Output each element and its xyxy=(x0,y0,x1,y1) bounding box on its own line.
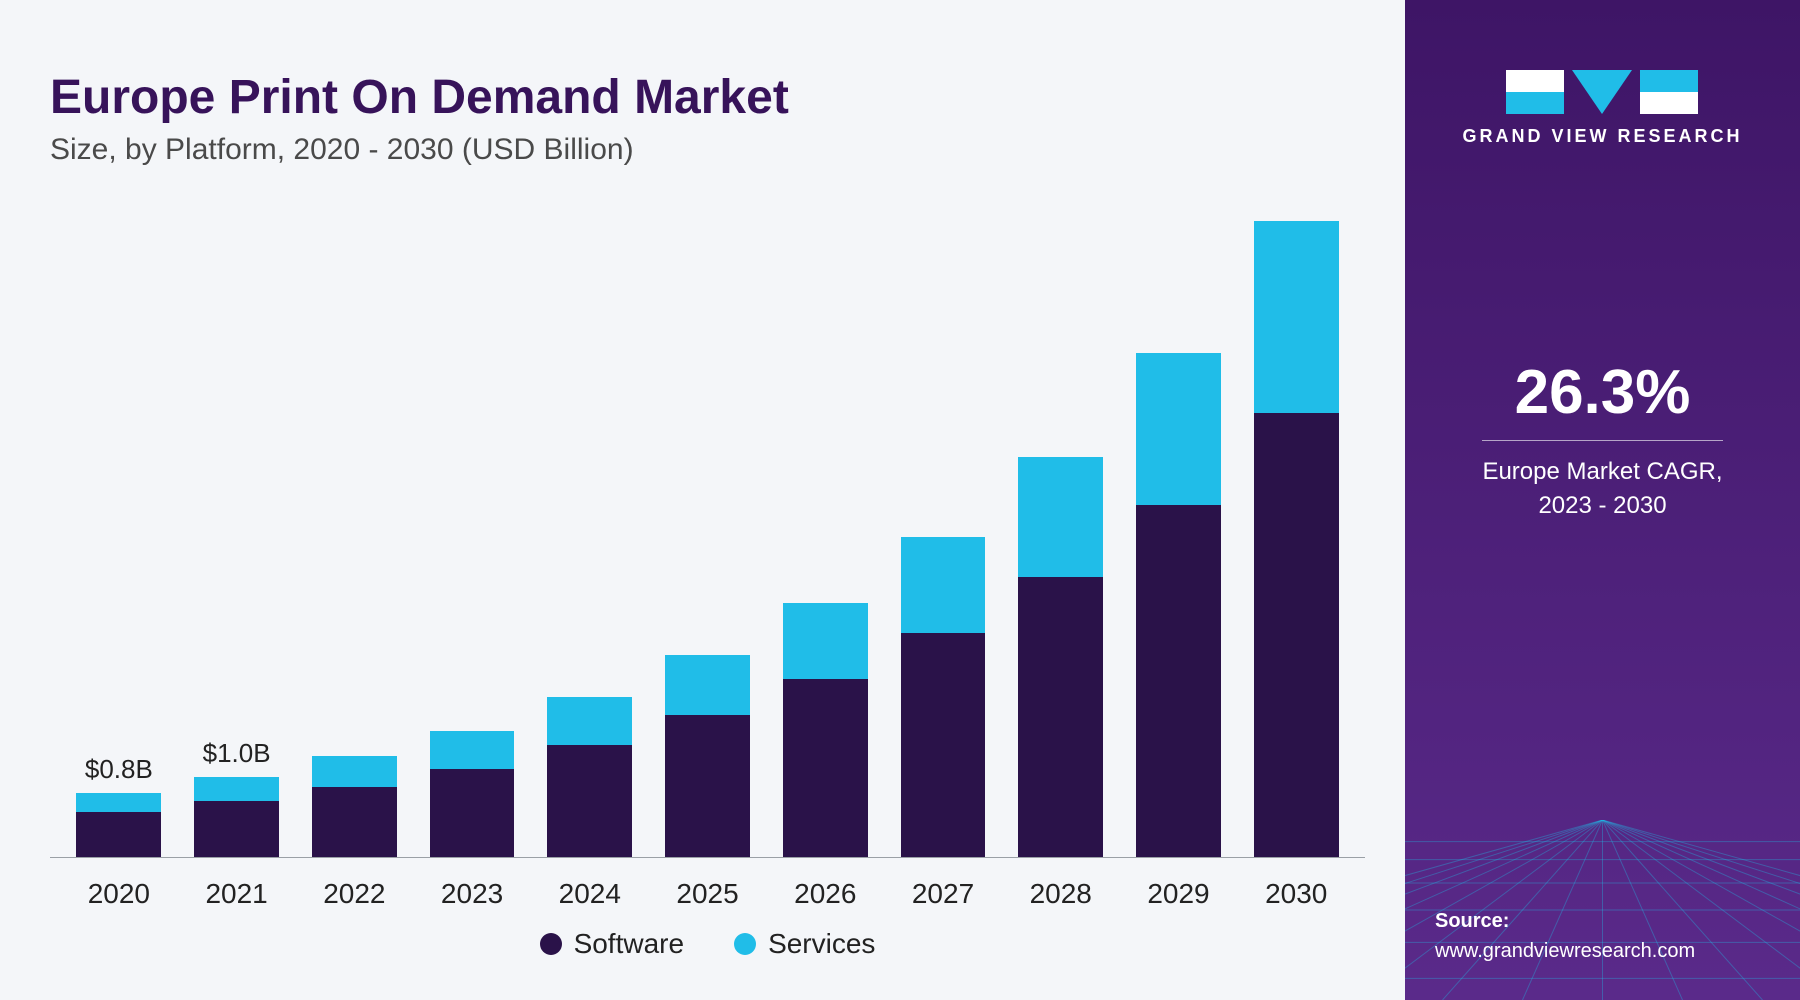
source-text: www.grandviewresearch.com xyxy=(1435,936,1695,966)
cagr-block: 26.3% Europe Market CAGR, 2023 - 2030 xyxy=(1482,357,1722,522)
stacked-bar xyxy=(783,603,868,857)
bar-segment-services xyxy=(76,793,161,812)
bar-group: $1.0B xyxy=(178,738,296,857)
stacked-bar xyxy=(901,537,986,857)
bar-segment-software xyxy=(901,633,986,857)
stacked-bar xyxy=(547,697,632,857)
bar-segment-services xyxy=(312,756,397,786)
bar-group xyxy=(884,537,1002,857)
side-panel: GRAND VIEW RESEARCH 26.3% Europe Market … xyxy=(1405,0,1800,1000)
bar-segment-software xyxy=(783,679,868,857)
bar-segment-services xyxy=(901,537,986,633)
legend-swatch xyxy=(734,933,756,955)
bar-segment-software xyxy=(547,745,632,857)
stacked-bar xyxy=(1254,221,1339,857)
bar-data-label: $1.0B xyxy=(203,738,271,769)
logo-block-r xyxy=(1640,70,1698,114)
cagr-label-line1: Europe Market CAGR, xyxy=(1482,458,1722,485)
bar-segment-services xyxy=(1136,353,1221,505)
plot-area: $0.8B $1.0B xyxy=(50,197,1365,857)
chart-subtitle: Size, by Platform, 2020 - 2030 (USD Bill… xyxy=(50,133,1365,167)
x-tick: 2021 xyxy=(178,868,296,910)
x-tick: 2029 xyxy=(1120,868,1238,910)
logo-text: GRAND VIEW RESEARCH xyxy=(1462,126,1742,147)
bar-segment-software xyxy=(76,812,161,857)
legend: Software Services xyxy=(50,928,1365,960)
bar-group xyxy=(1237,221,1355,857)
x-tick: 2028 xyxy=(1002,868,1120,910)
source-block: Source: www.grandviewresearch.com xyxy=(1435,906,1695,970)
bar-segment-services xyxy=(1018,457,1103,577)
stacked-bar xyxy=(665,655,750,857)
stacked-bar xyxy=(1136,353,1221,857)
x-tick: 2030 xyxy=(1237,868,1355,910)
bar-segment-services xyxy=(194,777,279,801)
legend-label: Services xyxy=(768,928,875,960)
bar-segment-software xyxy=(1018,577,1103,857)
bar-segment-software xyxy=(1254,413,1339,857)
legend-swatch xyxy=(540,933,562,955)
x-tick: 2023 xyxy=(413,868,531,910)
x-axis: 2020202120222023202420252026202720282029… xyxy=(50,857,1365,910)
bar-segment-software xyxy=(1136,505,1221,857)
bar-segment-services xyxy=(665,655,750,715)
cagr-divider xyxy=(1482,440,1722,441)
bar-segment-services xyxy=(783,603,868,679)
x-tick: 2026 xyxy=(766,868,884,910)
bar-segment-software xyxy=(312,787,397,857)
bar-group xyxy=(531,697,649,857)
bar-group: $0.8B xyxy=(60,754,178,857)
x-tick: 2024 xyxy=(531,868,649,910)
chart-title: Europe Print On Demand Market xyxy=(50,70,1365,125)
x-tick: 2022 xyxy=(295,868,413,910)
cagr-value: 26.3% xyxy=(1482,357,1722,428)
bar-group xyxy=(1002,457,1120,857)
stacked-bar xyxy=(194,777,279,857)
legend-item: Services xyxy=(734,928,875,960)
stacked-bar xyxy=(76,793,161,857)
stacked-bar xyxy=(1018,457,1103,857)
bar-segment-software xyxy=(665,715,750,857)
stacked-bar xyxy=(430,731,515,857)
logo-triangle xyxy=(1572,70,1632,114)
bar-segment-services xyxy=(547,697,632,745)
brand-logo: GRAND VIEW RESEARCH xyxy=(1462,70,1742,147)
bar-segment-software xyxy=(194,801,279,857)
cagr-label: Europe Market CAGR, 2023 - 2030 xyxy=(1482,455,1722,522)
chart-panel: Europe Print On Demand Market Size, by P… xyxy=(0,0,1405,1000)
bar-segment-services xyxy=(430,731,515,769)
bar-data-label: $0.8B xyxy=(85,754,153,785)
source-label: Source: xyxy=(1435,906,1695,936)
bar-segment-software xyxy=(430,769,515,857)
logo-block-g xyxy=(1506,70,1564,114)
x-tick: 2025 xyxy=(649,868,767,910)
cagr-label-line2: 2023 - 2030 xyxy=(1538,492,1666,519)
bar-group xyxy=(413,731,531,857)
x-tick: 2020 xyxy=(60,868,178,910)
bar-group xyxy=(1120,353,1238,857)
bar-group xyxy=(766,603,884,857)
bar-group xyxy=(649,655,767,857)
legend-item: Software xyxy=(540,928,685,960)
legend-label: Software xyxy=(574,928,685,960)
logo-mark xyxy=(1506,70,1698,114)
bar-segment-services xyxy=(1254,221,1339,413)
bar-group xyxy=(295,756,413,857)
stacked-bar xyxy=(312,756,397,857)
x-tick: 2027 xyxy=(884,868,1002,910)
